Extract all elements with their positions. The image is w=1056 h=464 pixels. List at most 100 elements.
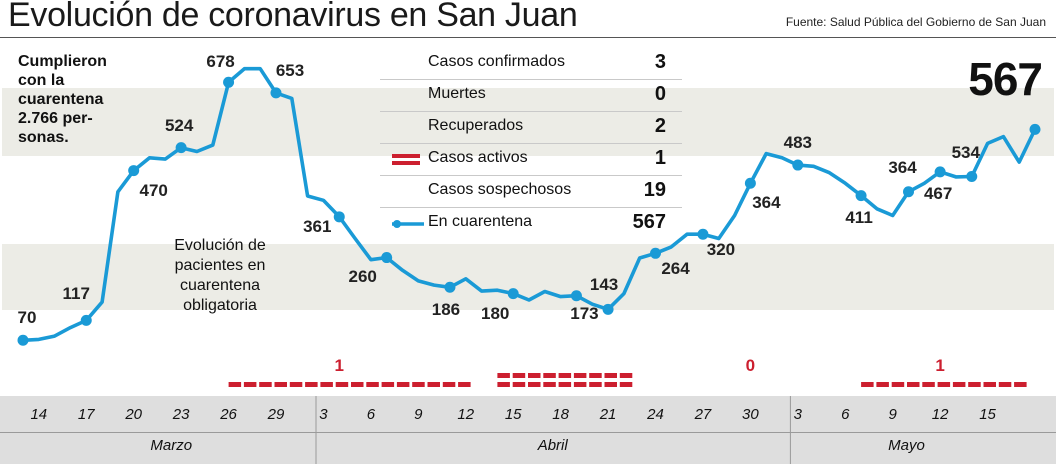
active-dash <box>937 382 951 387</box>
note-line: con la <box>18 72 65 89</box>
legend-label: Recuperados <box>428 117 524 134</box>
legend-label: Muertes <box>428 85 486 102</box>
active-cases-label: 0 <box>745 356 756 375</box>
source-note: Fuente: Salud Pública del Gobierno de Sa… <box>785 15 1046 29</box>
active-dash <box>396 382 410 387</box>
x-tick-label: 27 <box>694 406 712 423</box>
data-point <box>650 247 661 259</box>
legend-label: Casos confirmados <box>428 53 565 70</box>
chart-title: Evolución de coronavirus en San Juan <box>8 0 578 34</box>
data-point <box>333 211 345 223</box>
x-tick-label: 15 <box>979 406 996 423</box>
legend-row-cuarentena: En cuarentena 567 <box>380 208 682 239</box>
active-dash <box>381 382 395 387</box>
active-dash <box>259 382 272 387</box>
data-point <box>744 177 756 189</box>
active-dash <box>543 373 556 378</box>
month-label: Abril <box>537 437 568 454</box>
legend-value: 1 <box>654 147 666 169</box>
x-tick-label: 21 <box>599 406 617 423</box>
legend-row-recuperados: Recuperados 2 <box>380 112 682 144</box>
active-dash <box>922 382 935 387</box>
x-tick-label: 29 <box>267 406 285 423</box>
data-label: 117 <box>62 284 90 304</box>
data-label: 173 <box>570 303 599 323</box>
data-label: 483 <box>783 133 812 153</box>
x-tick-label: 24 <box>647 406 664 423</box>
month-separator <box>789 396 791 464</box>
active-dash <box>497 382 510 387</box>
active-bar-icon <box>392 154 420 165</box>
data-point <box>128 165 140 177</box>
data-point <box>697 228 709 240</box>
month-separators <box>315 396 791 464</box>
x-tick-label: 9 <box>414 406 423 423</box>
active-dash <box>528 382 541 387</box>
active-cases-label: 1 <box>334 356 344 375</box>
data-point <box>507 288 519 300</box>
active-dash <box>891 382 905 387</box>
month-label: Marzo <box>150 437 193 454</box>
x-tick-label: 20 <box>125 406 143 423</box>
data-point <box>17 334 29 346</box>
active-dash <box>1014 382 1027 387</box>
x-tick-label: 15 <box>504 406 522 423</box>
active-dash <box>573 382 587 387</box>
subtitle-line: pacientes en <box>174 257 266 274</box>
data-point <box>175 142 187 154</box>
active-dash <box>528 373 541 378</box>
active-dash <box>589 373 602 378</box>
data-label: 143 <box>589 275 619 295</box>
x-tick-label: 18 <box>552 406 569 423</box>
chart-subtitle: Evolución de pacientes en cuarentena obl… <box>150 236 290 316</box>
legend-value: 3 <box>654 51 666 73</box>
data-label: 534 <box>951 142 980 162</box>
legend-row-sospechosos: Casos sospechosos 19 <box>380 176 682 208</box>
series-markers <box>17 76 1041 346</box>
data-point <box>570 290 582 302</box>
active-dash <box>458 382 471 387</box>
legend-label: Casos sospechosos <box>428 181 572 198</box>
data-point <box>934 166 946 178</box>
x-tick-label: 6 <box>841 406 850 423</box>
month-label: Mayo <box>888 437 925 454</box>
legend-row-activos: Casos activos 1 <box>380 144 682 176</box>
active-dash <box>442 382 456 387</box>
data-label: 260 <box>348 266 377 286</box>
quarantine-note: Cumplieron con la cuarentena 2.766 per- … <box>18 52 107 147</box>
active-dash <box>305 382 318 387</box>
x-tick-label: 26 <box>220 406 237 423</box>
active-dash <box>366 382 379 387</box>
data-label: 364 <box>888 157 917 177</box>
x-tick-label: 30 <box>742 406 759 423</box>
active-dash <box>497 373 510 378</box>
legend-row-muertes: Muertes 0 <box>380 80 682 112</box>
data-point <box>602 303 614 315</box>
active-dash <box>512 373 526 378</box>
active-dash <box>998 382 1012 387</box>
x-tick-label: 3 <box>793 406 802 423</box>
note-line: sonas. <box>18 129 69 146</box>
active-dash <box>983 382 996 387</box>
subtitle-line: obligatoria <box>183 297 257 314</box>
data-label: 653 <box>275 60 305 80</box>
subtitle-line: Evolución de <box>174 237 266 254</box>
data-label: 470 <box>139 180 168 200</box>
active-dash <box>427 382 440 387</box>
x-tick-label: 17 <box>77 406 95 423</box>
month-separator <box>315 396 317 464</box>
data-label: 361 <box>303 216 332 236</box>
legend-value: 0 <box>654 83 666 105</box>
series-line <box>22 66 1037 343</box>
data-point <box>381 252 393 264</box>
legend-label: Casos activos <box>428 149 528 166</box>
data-label: 524 <box>164 115 194 135</box>
x-axis-strip <box>0 396 1056 464</box>
big-quarantine-number: 567 <box>968 53 1043 105</box>
active-dash <box>907 382 920 387</box>
data-label: 364 <box>752 193 781 213</box>
active-dash <box>543 382 556 387</box>
top-rule <box>0 37 1056 38</box>
active-dash <box>243 382 257 387</box>
